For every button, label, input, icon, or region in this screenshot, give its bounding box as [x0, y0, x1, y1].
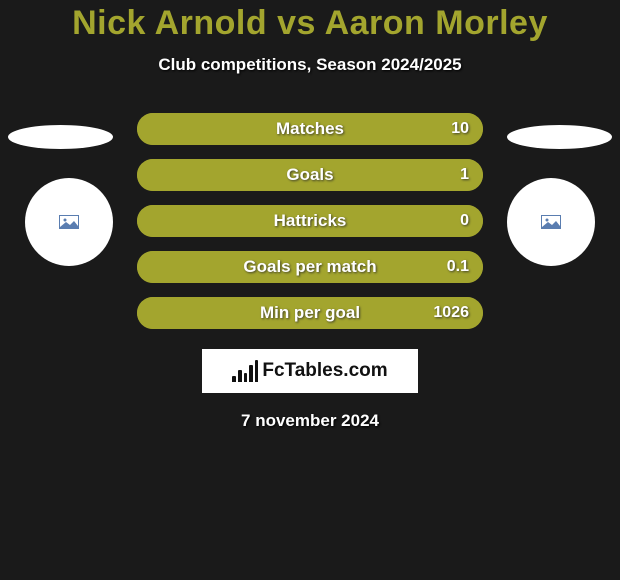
stat-bar: Goals 1 — [137, 159, 483, 191]
stat-bar-label: Min per goal — [260, 303, 360, 323]
stat-bar-value: 10 — [451, 120, 469, 138]
stat-bar: Min per goal 1026 — [137, 297, 483, 329]
stat-bar: Matches 10 — [137, 113, 483, 145]
stat-bar-label: Goals — [286, 165, 333, 185]
page-title: Nick Arnold vs Aaron Morley — [0, 4, 620, 43]
logo-text: FcTables.com — [262, 360, 387, 382]
logo-box: FcTables.com — [202, 349, 418, 393]
stat-bars: Matches 10 Goals 1 Hattricks 0 Goals per match… — [137, 113, 483, 329]
stat-bar-label: Matches — [276, 119, 344, 139]
date-text: 7 november 2024 — [0, 411, 620, 431]
stat-bar-value: 1026 — [433, 304, 469, 322]
stat-bar-value: 0.1 — [447, 258, 469, 276]
stats-area: Matches 10 Goals 1 Hattricks 0 Goals per match… — [0, 113, 620, 431]
logo: FcTables.com — [232, 360, 387, 382]
stat-bar-label: Goals per match — [243, 257, 376, 277]
stat-bar-value: 1 — [460, 166, 469, 184]
page-subtitle: Club competitions, Season 2024/2025 — [0, 55, 620, 75]
logo-chart-icon — [232, 360, 258, 382]
stat-bar-value: 0 — [460, 212, 469, 230]
root: Nick Arnold vs Aaron Morley Club competi… — [0, 0, 620, 580]
stat-bar-label: Hattricks — [274, 211, 347, 231]
stat-bar: Hattricks 0 — [137, 205, 483, 237]
stat-bar: Goals per match 0.1 — [137, 251, 483, 283]
